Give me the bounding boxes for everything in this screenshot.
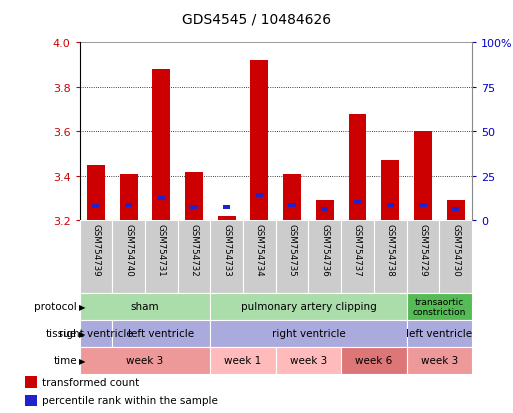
Bar [316, 201, 334, 221]
FancyBboxPatch shape [275, 221, 308, 293]
Bar [256, 194, 263, 198]
Bar [125, 203, 132, 207]
Text: week 3: week 3 [126, 355, 164, 366]
Bar [406, 320, 472, 347]
FancyBboxPatch shape [145, 221, 177, 293]
Text: GSM754734: GSM754734 [255, 223, 264, 276]
Text: left ventricle: left ventricle [128, 328, 194, 339]
Text: protocol: protocol [34, 301, 77, 312]
FancyBboxPatch shape [374, 221, 406, 293]
Bar [419, 203, 426, 207]
FancyBboxPatch shape [177, 221, 210, 293]
Bar [25, 377, 37, 388]
Bar [157, 197, 165, 201]
Bar [210, 320, 406, 347]
Bar [348, 114, 366, 221]
Text: left ventricle: left ventricle [406, 328, 472, 339]
Bar [406, 293, 472, 320]
Bar [387, 203, 394, 207]
Text: GSM754740: GSM754740 [124, 223, 133, 276]
Text: week 3: week 3 [290, 355, 327, 366]
Text: GSM754739: GSM754739 [91, 223, 101, 275]
Bar [120, 174, 137, 221]
Text: right ventricle: right ventricle [59, 328, 133, 339]
Bar [354, 201, 361, 205]
Bar [223, 205, 230, 209]
FancyBboxPatch shape [243, 221, 275, 293]
FancyBboxPatch shape [439, 221, 472, 293]
FancyBboxPatch shape [308, 221, 341, 293]
Text: GSM754733: GSM754733 [222, 223, 231, 276]
Bar [447, 201, 465, 221]
FancyBboxPatch shape [210, 221, 243, 293]
Text: GSM754736: GSM754736 [320, 223, 329, 276]
Bar [210, 347, 275, 374]
Text: ▶: ▶ [78, 356, 85, 365]
Text: GSM754732: GSM754732 [189, 223, 199, 276]
Bar [112, 320, 210, 347]
Bar [87, 166, 105, 221]
Bar [275, 347, 341, 374]
Text: GSM754731: GSM754731 [157, 223, 166, 276]
Text: percentile rank within the sample: percentile rank within the sample [42, 396, 218, 406]
Text: GSM754730: GSM754730 [451, 223, 460, 276]
Text: time: time [53, 355, 77, 366]
Bar [80, 293, 210, 320]
Text: right ventricle: right ventricle [271, 328, 345, 339]
Text: ▶: ▶ [78, 302, 85, 311]
Bar [190, 205, 198, 209]
Bar [80, 320, 112, 347]
Text: ▶: ▶ [78, 329, 85, 338]
Text: week 1: week 1 [224, 355, 262, 366]
Text: transaortic
constriction: transaortic constriction [412, 297, 466, 316]
Bar [25, 395, 37, 406]
Text: GSM754729: GSM754729 [419, 223, 427, 275]
Bar [250, 61, 268, 221]
Text: GSM754737: GSM754737 [353, 223, 362, 276]
FancyBboxPatch shape [341, 221, 374, 293]
Bar [321, 208, 328, 211]
FancyBboxPatch shape [406, 221, 439, 293]
Text: tissue: tissue [46, 328, 77, 339]
Bar [210, 293, 406, 320]
Text: transformed count: transformed count [42, 377, 139, 387]
Text: week 6: week 6 [355, 355, 392, 366]
Bar [452, 208, 459, 211]
Bar [341, 347, 406, 374]
Bar [185, 172, 203, 221]
Bar [152, 70, 170, 221]
Text: week 3: week 3 [421, 355, 458, 366]
Bar [92, 205, 100, 209]
Text: pulmonary artery clipping: pulmonary artery clipping [241, 301, 377, 312]
Bar [288, 203, 295, 207]
Bar [80, 347, 210, 374]
Bar [218, 216, 235, 221]
Text: GSM754735: GSM754735 [288, 223, 297, 276]
Bar [381, 161, 399, 221]
FancyBboxPatch shape [112, 221, 145, 293]
Bar [414, 132, 432, 221]
FancyBboxPatch shape [80, 221, 112, 293]
Bar [406, 347, 472, 374]
Text: sham: sham [131, 301, 159, 312]
Text: GSM754738: GSM754738 [386, 223, 394, 276]
Text: GDS4545 / 10484626: GDS4545 / 10484626 [182, 13, 331, 27]
Bar [283, 174, 301, 221]
